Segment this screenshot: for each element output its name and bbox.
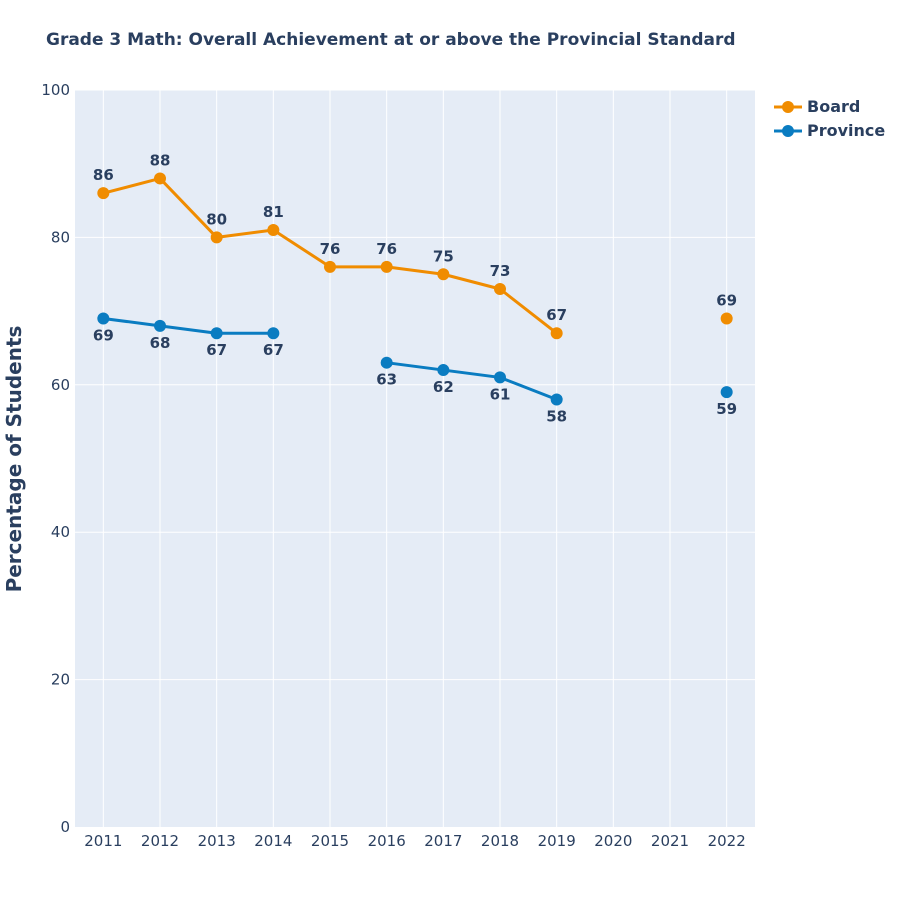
y-tick-label: 0 xyxy=(60,818,70,836)
x-tick-label: 2018 xyxy=(481,832,519,850)
x-tick-label: 2020 xyxy=(594,832,632,850)
data-label-board: 76 xyxy=(376,240,397,258)
data-label-province: 61 xyxy=(490,385,511,403)
x-tick-label: 2011 xyxy=(84,832,122,850)
data-point-province[interactable] xyxy=(154,319,166,332)
data-point-province[interactable] xyxy=(494,371,506,384)
data-point-province[interactable] xyxy=(720,386,733,399)
legend-swatch-marker xyxy=(782,101,794,113)
data-label-board: 73 xyxy=(490,262,511,280)
x-tick-label: 2015 xyxy=(311,832,349,850)
data-label-board: 88 xyxy=(150,151,171,169)
data-point-board[interactable] xyxy=(494,282,506,295)
series-line-province xyxy=(386,361,558,401)
data-label-province: 62 xyxy=(433,378,454,396)
legend: Board Province xyxy=(774,97,885,140)
chart-title: Grade 3 Math: Overall Achievement at or … xyxy=(46,30,736,50)
legend-label: Board xyxy=(807,97,860,116)
x-tick-label: 2021 xyxy=(651,832,689,850)
data-label-province: 58 xyxy=(546,408,567,426)
data-label-province: 67 xyxy=(206,341,227,359)
series-board xyxy=(97,172,733,340)
data-point-board[interactable] xyxy=(97,187,110,200)
legend-item-province[interactable]: Province xyxy=(774,121,885,140)
grid-lines xyxy=(75,89,755,827)
data-point-province[interactable] xyxy=(210,327,223,340)
y-tick-label: 40 xyxy=(51,523,70,541)
data-label-board: 80 xyxy=(206,210,227,228)
data-point-province[interactable] xyxy=(380,356,393,369)
data-point-province[interactable] xyxy=(267,327,280,340)
data-label-province: 69 xyxy=(93,326,114,344)
data-label-board: 81 xyxy=(263,203,284,221)
data-label-board: 67 xyxy=(546,306,567,324)
y-tick-label: 100 xyxy=(41,81,70,99)
x-tick-label: 2017 xyxy=(424,832,462,850)
data-label-board: 86 xyxy=(93,166,114,184)
data-label-province: 63 xyxy=(376,371,397,389)
data-label-board: 76 xyxy=(320,240,341,258)
y-axis-ticks: 0 20 40 60 80 100 xyxy=(41,81,70,836)
y-axis-title: Percentage of Students xyxy=(2,326,26,593)
series-province xyxy=(97,312,733,406)
data-label-board: 75 xyxy=(433,247,454,265)
data-point-board[interactable] xyxy=(437,268,450,281)
plot-area xyxy=(75,90,755,827)
x-tick-label: 2019 xyxy=(538,832,576,850)
data-point-board[interactable] xyxy=(154,172,166,185)
x-tick-label: 2012 xyxy=(141,832,179,850)
data-label-province: 59 xyxy=(716,400,737,418)
x-tick-label: 2016 xyxy=(368,832,406,850)
data-point-board[interactable] xyxy=(380,260,393,273)
x-tick-label: 2022 xyxy=(708,832,746,850)
data-label-province: 67 xyxy=(263,341,284,359)
data-label-province: 68 xyxy=(150,334,171,352)
y-tick-label: 80 xyxy=(51,228,70,246)
data-point-board[interactable] xyxy=(210,231,223,244)
legend-swatch-marker xyxy=(782,125,794,137)
data-point-board[interactable] xyxy=(550,327,563,340)
data-point-board[interactable] xyxy=(267,224,280,237)
data-label-board: 69 xyxy=(716,291,737,309)
y-tick-label: 20 xyxy=(51,671,70,689)
data-point-province[interactable] xyxy=(550,393,563,406)
data-point-province[interactable] xyxy=(97,312,110,325)
series-line-province xyxy=(103,316,274,335)
y-tick-label: 60 xyxy=(51,376,70,394)
data-point-province[interactable] xyxy=(437,364,450,377)
legend-label: Province xyxy=(807,121,885,140)
x-tick-label: 2014 xyxy=(254,832,292,850)
legend-item-board[interactable]: Board xyxy=(774,97,860,116)
data-point-board[interactable] xyxy=(324,260,336,273)
data-labels: 86 88 80 81 76 76 75 73 67 69 69 68 67 67 63 62 61 58 59 xyxy=(93,151,737,425)
x-tick-label: 2013 xyxy=(198,832,236,850)
data-point-board[interactable] xyxy=(720,312,733,325)
x-axis-ticks: 2011 2012 2013 2014 2015 2016 2017 2018 2019 2020… xyxy=(84,832,746,850)
series-group xyxy=(97,172,733,406)
